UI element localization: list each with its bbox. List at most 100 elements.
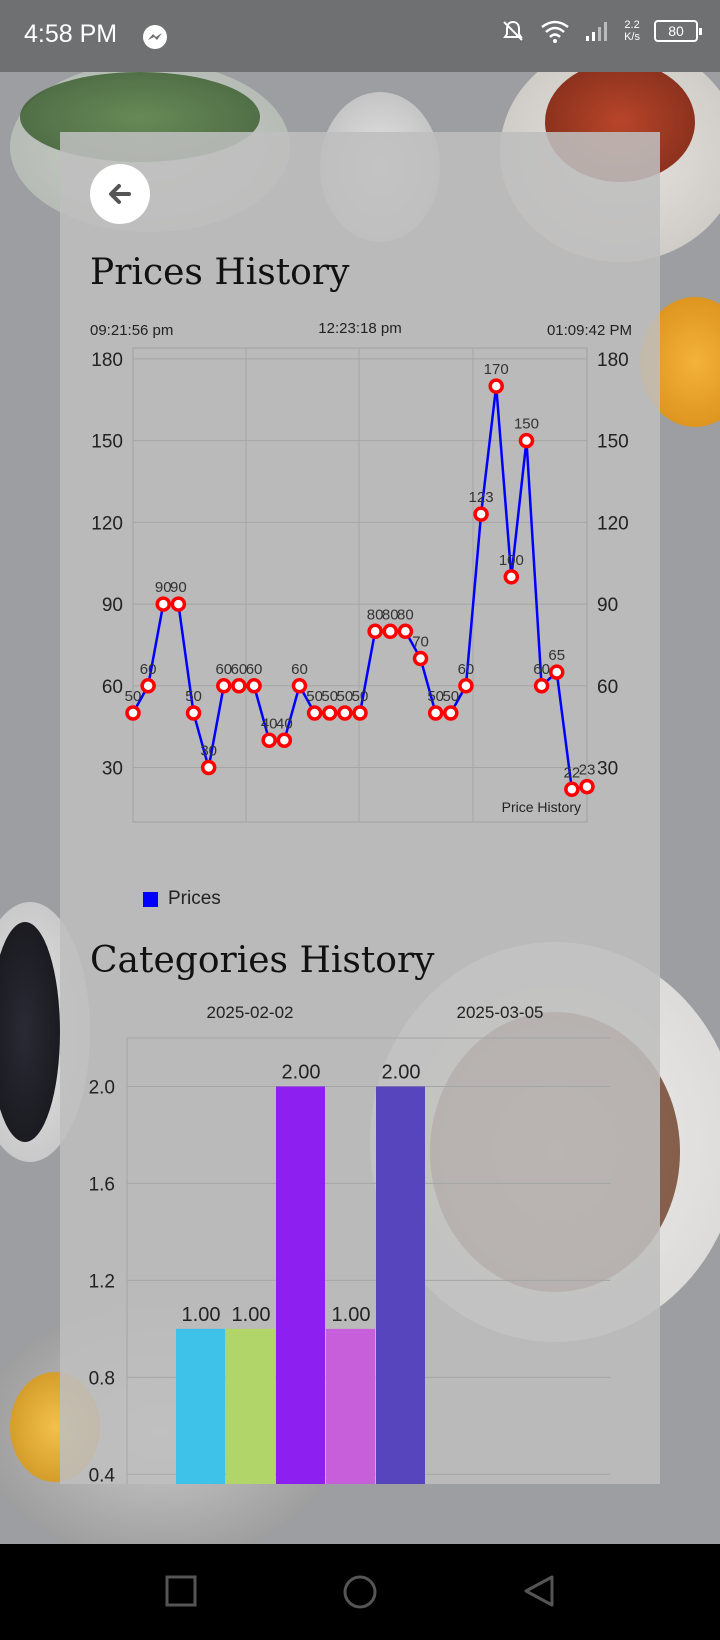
price-data-label: 80 (367, 606, 384, 623)
status-icons: 2.2 K/s 80 (500, 18, 702, 44)
price-point (246, 678, 262, 694)
price-point (140, 678, 156, 694)
bar-value-label: 1.00 (232, 1304, 271, 1326)
price-point (427, 705, 444, 721)
y-tick-label: 0.4 (89, 1465, 116, 1486)
date-label: 2025-03-05 (457, 1003, 544, 1022)
price-point (352, 705, 368, 721)
y-tick-label-left: 30 (102, 759, 123, 780)
price-point (564, 781, 580, 798)
recents-button[interactable] (164, 1574, 198, 1608)
price-data-label: 50 (185, 688, 202, 705)
chart-legend: Prices (143, 888, 221, 910)
bar-value-label: 2.00 (282, 1061, 321, 1083)
navigation-bar (0, 1544, 720, 1640)
price-data-label: 60 (140, 661, 157, 678)
price-point (170, 596, 187, 612)
price-data-label: 80 (382, 606, 399, 623)
price-point (321, 705, 338, 721)
category-bar (326, 1328, 375, 1484)
status-time: 4:58 PM (24, 20, 118, 48)
chart-description-label: Price History (502, 799, 581, 815)
price-point (458, 678, 474, 694)
price-point (367, 623, 383, 640)
price-point (412, 650, 429, 667)
categories-bar-chart: 0.4 0.8 1.2 1.6 2.0 2025-02-02 2025-03-05 1.00 1… (89, 1003, 610, 1486)
price-point (216, 678, 232, 694)
price-point (533, 678, 550, 694)
price-point (231, 678, 247, 694)
price-data-label: 60 (533, 661, 550, 678)
price-point (291, 678, 308, 694)
notifications-off-icon (503, 20, 523, 41)
price-point (261, 732, 277, 749)
price-point (155, 596, 172, 612)
price-data-label: 40 (261, 715, 278, 732)
price-point (382, 623, 399, 640)
price-data-label: 123 (469, 489, 494, 506)
net-speed: 2.2 K/s (624, 19, 640, 43)
y-tick-label-left: 60 (102, 677, 123, 698)
price-data-label: 40 (276, 715, 293, 732)
price-point (488, 378, 504, 394)
price-point (443, 705, 459, 721)
y-tick-label-left: 180 (91, 350, 123, 371)
price-data-label: 60 (231, 661, 248, 678)
price-point (548, 664, 565, 680)
bar-value-label: 1.00 (182, 1304, 221, 1326)
price-data-label: 22 (564, 764, 581, 781)
arrow-left-icon (109, 184, 131, 204)
price-data-label: 60 (458, 661, 475, 678)
price-data-label: 70 (412, 634, 429, 651)
prices-history-title: Prices History (90, 252, 350, 293)
price-data-label: 150 (514, 416, 539, 433)
price-data-label: 30 (200, 743, 217, 760)
bar-value-label: 2.00 (382, 1061, 421, 1083)
price-data-label: 50 (427, 688, 444, 705)
back-button[interactable] (90, 164, 150, 224)
y-tick-label-left: 120 (91, 513, 123, 534)
price-data-label: 50 (442, 688, 459, 705)
price-point (125, 705, 141, 721)
price-data-label: 50 (337, 688, 354, 705)
back-nav-button[interactable] (522, 1574, 556, 1608)
home-button[interactable] (342, 1574, 378, 1610)
category-bar (376, 1086, 425, 1484)
price-data-label: 170 (484, 361, 509, 378)
time-label: 01:09:42 PM (547, 322, 632, 339)
price-data-label: 60 (291, 661, 308, 678)
price-point (397, 623, 414, 640)
price-data-label: 23 (579, 762, 596, 779)
net-speed-unit: K/s (624, 31, 640, 43)
prices-series-line (131, 385, 588, 791)
y-tick-label: 2.0 (89, 1077, 115, 1098)
price-data-label: 90 (170, 579, 187, 596)
time-label: 09:21:56 pm (90, 322, 173, 339)
price-point (200, 759, 217, 776)
wifi-icon (541, 20, 569, 43)
price-point (473, 506, 489, 522)
y-tick-label-right: 180 (597, 350, 629, 371)
price-data-label: 65 (548, 647, 565, 664)
price-point (337, 705, 353, 721)
category-bar (226, 1328, 275, 1484)
battery-icon: 80 (654, 20, 702, 42)
category-bar (276, 1086, 325, 1484)
price-point (276, 732, 293, 749)
y-tick-label-left: 150 (91, 432, 123, 453)
price-data-label: 100 (499, 552, 524, 569)
net-speed-value: 2.2 (624, 19, 640, 31)
price-data-label: 80 (397, 606, 414, 623)
price-point (503, 569, 520, 585)
y-tick-label-right: 60 (597, 677, 618, 698)
price-data-label: 50 (306, 688, 323, 705)
price-data-label: 50 (321, 688, 338, 705)
legend-swatch-prices (143, 891, 158, 907)
status-bar: 4:58 PM 2.2 K/s 80 (0, 0, 720, 72)
category-bar (176, 1328, 225, 1484)
y-tick-label: 0.8 (89, 1368, 115, 1389)
olives-image (0, 922, 60, 1142)
price-data-label: 60 (215, 661, 232, 678)
messenger-icon (143, 25, 167, 49)
y-tick-label: 1.6 (89, 1174, 115, 1195)
